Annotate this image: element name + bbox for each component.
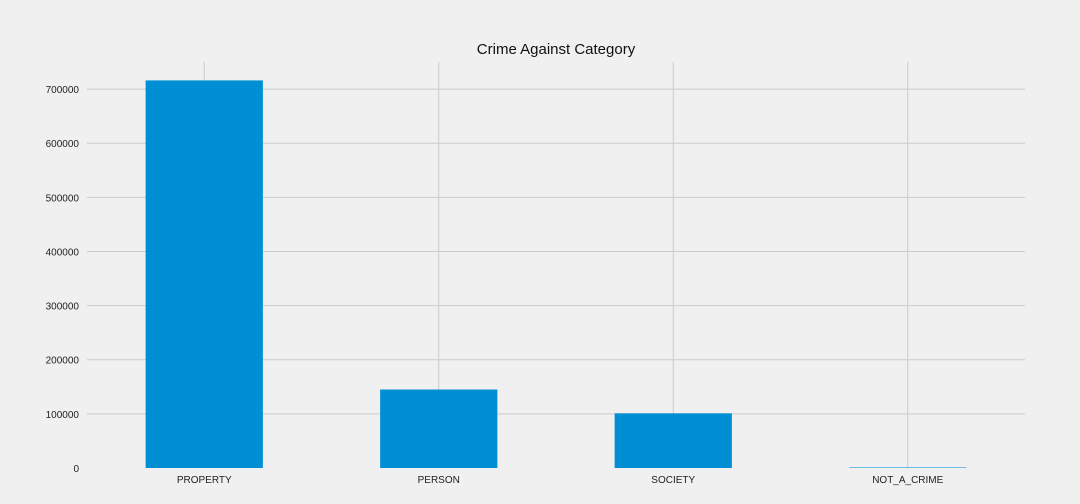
y-tick-label: 600000	[46, 139, 80, 150]
x-axis-ticks: PROPERTY PERSON SOCIETY NOT_A_CRIME	[177, 475, 944, 486]
y-tick-label: 300000	[46, 302, 80, 313]
y-tick-label: 0	[73, 464, 79, 475]
bar-society	[614, 413, 732, 468]
y-tick-label: 200000	[46, 356, 80, 367]
y-tick-label: 700000	[46, 85, 80, 96]
y-tick-label: 100000	[46, 410, 80, 421]
x-tick-label: SOCIETY	[651, 475, 695, 486]
y-tick-label: 400000	[46, 247, 80, 258]
x-tick-label: NOT_A_CRIME	[872, 475, 943, 486]
x-tick-label: PERSON	[418, 475, 460, 486]
bar-property	[145, 80, 263, 468]
bar-not-a-crime	[849, 467, 967, 468]
bar-person	[380, 389, 498, 468]
y-tick-label: 500000	[46, 193, 80, 204]
chart-title: Crime Against Category	[477, 41, 636, 58]
y-axis-ticks: 0 100000 200000 300000 400000 500000 600000 700…	[46, 85, 80, 475]
x-tick-label: PROPERTY	[177, 475, 232, 486]
bars	[145, 80, 967, 468]
